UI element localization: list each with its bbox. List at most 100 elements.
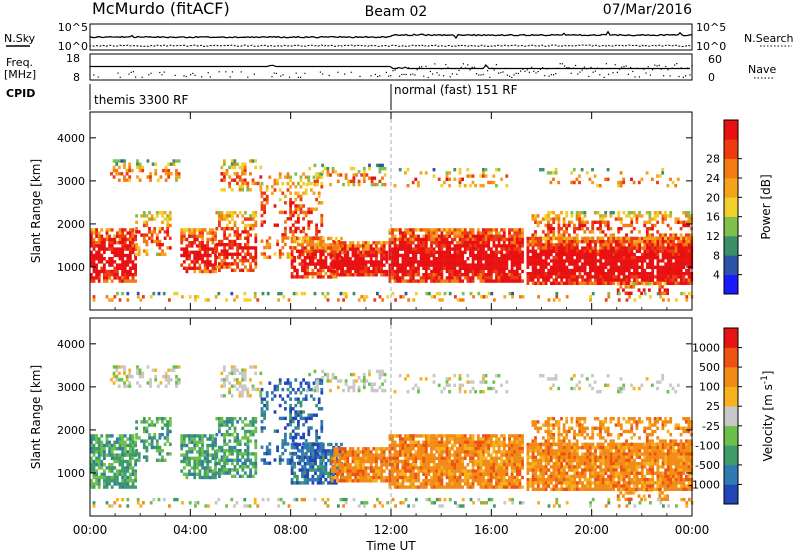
heatmap-cell <box>669 268 673 273</box>
heatmap-cell <box>375 182 379 187</box>
heatmap-cell <box>246 249 250 253</box>
heatmap-cell <box>440 263 444 267</box>
heatmap-cell <box>231 461 234 466</box>
heatmap-cell <box>679 272 683 276</box>
heatmap-cell <box>92 247 96 251</box>
heatmap-cell <box>276 181 279 186</box>
heatmap-cell <box>557 220 561 224</box>
heatmap-cell <box>541 168 545 172</box>
heatmap-cell <box>251 387 255 392</box>
heatmap-cell <box>246 181 250 186</box>
heatmap-cell <box>243 298 247 302</box>
heatmap-cell <box>159 381 163 385</box>
heatmap-cell <box>419 276 423 280</box>
heatmap-cell <box>251 246 255 250</box>
nave-point <box>645 72 647 74</box>
heatmap-cell <box>190 472 194 476</box>
heatmap-cell <box>158 243 162 247</box>
nave-point <box>401 73 403 76</box>
heatmap-cell <box>656 236 660 240</box>
heatmap-cell <box>664 214 667 218</box>
heatmap-cell <box>148 211 151 215</box>
heatmap-cell <box>492 234 496 238</box>
heatmap-cell <box>612 262 616 266</box>
heatmap-cell <box>687 243 691 247</box>
heatmap-cell <box>518 279 522 283</box>
heatmap-cell <box>193 475 197 480</box>
heatmap-cell <box>161 417 164 421</box>
heatmap-cell <box>539 275 543 279</box>
heatmap-cell <box>129 231 132 235</box>
heatmap-cell <box>97 279 101 283</box>
heatmap-cell <box>573 272 577 276</box>
heatmap-cell <box>604 252 608 257</box>
heatmap-cell <box>677 240 681 244</box>
heatmap-cell <box>466 273 470 277</box>
heatmap-cell <box>236 243 239 247</box>
heatmap-cell <box>125 378 129 382</box>
heatmap-cell <box>223 368 226 372</box>
heatmap-cell <box>544 240 548 244</box>
heatmap-cell <box>422 273 426 277</box>
heatmap-cell <box>135 246 138 250</box>
heatmap-cell <box>233 429 237 434</box>
heatmap-cell <box>289 201 292 205</box>
heatmap-cell <box>547 298 551 302</box>
heatmap-cell <box>687 259 691 263</box>
heatmap-cell <box>369 263 373 267</box>
heatmap-cell <box>476 269 480 274</box>
heatmap-cell <box>380 257 383 261</box>
heatmap-cell <box>450 266 454 270</box>
heatmap-cell <box>630 265 634 269</box>
heatmap-cell <box>401 279 405 283</box>
heatmap-cell <box>544 278 548 282</box>
heatmap-cell <box>129 485 132 489</box>
heatmap-cell <box>286 423 290 427</box>
heatmap-cell <box>640 281 644 285</box>
heatmap-cell <box>228 381 231 385</box>
heatmap-cell <box>588 281 592 285</box>
heatmap-cell <box>586 278 590 282</box>
heatmap-cell <box>246 298 249 302</box>
heatmap-cell <box>500 266 504 270</box>
heatmap-cell <box>336 266 339 271</box>
heatmap-cell <box>238 165 242 170</box>
heatmap-cell <box>433 295 436 299</box>
heatmap-cell <box>513 257 517 261</box>
heatmap-cell <box>482 171 485 175</box>
heatmap-cell <box>583 223 587 228</box>
heatmap-cell <box>293 268 297 273</box>
heatmap-cell <box>260 207 264 211</box>
heatmap-cell <box>333 260 337 264</box>
heatmap-cell <box>167 374 171 379</box>
heatmap-cell <box>531 275 535 279</box>
heatmap-cell <box>539 256 543 260</box>
heatmap-cell <box>254 220 258 224</box>
heatmap-cell <box>301 471 304 475</box>
heatmap-cell <box>513 250 517 254</box>
heatmap-cell <box>251 178 255 182</box>
heatmap-cell <box>542 249 545 253</box>
heatmap-cell <box>359 244 363 248</box>
nave-point <box>183 75 185 77</box>
heatmap-cell <box>472 295 475 299</box>
heatmap-cell <box>150 236 154 240</box>
heatmap-cell <box>658 236 662 240</box>
heatmap-cell <box>95 456 98 460</box>
heatmap-cell <box>526 278 530 282</box>
heatmap-cell <box>414 269 418 274</box>
nave-point <box>432 73 434 75</box>
heatmap-cell <box>448 291 452 296</box>
heatmap-cell <box>518 276 522 280</box>
heatmap-cell <box>591 265 595 269</box>
heatmap-cell <box>388 273 392 277</box>
heatmap-cell <box>260 239 264 243</box>
heatmap-cell <box>583 236 587 240</box>
heatmap-cell <box>241 259 245 263</box>
heatmap-cell <box>424 263 428 267</box>
heatmap-cell <box>448 276 452 280</box>
heatmap-cell <box>685 243 688 247</box>
heatmap-cell <box>326 298 330 302</box>
heatmap-cell <box>236 381 239 385</box>
heatmap-cell <box>518 244 522 248</box>
